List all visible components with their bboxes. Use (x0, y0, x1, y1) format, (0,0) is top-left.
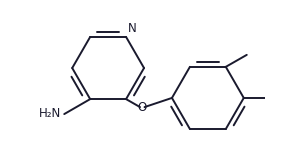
Text: N: N (128, 22, 137, 35)
Text: O: O (137, 101, 147, 114)
Text: H₂N: H₂N (39, 107, 61, 120)
